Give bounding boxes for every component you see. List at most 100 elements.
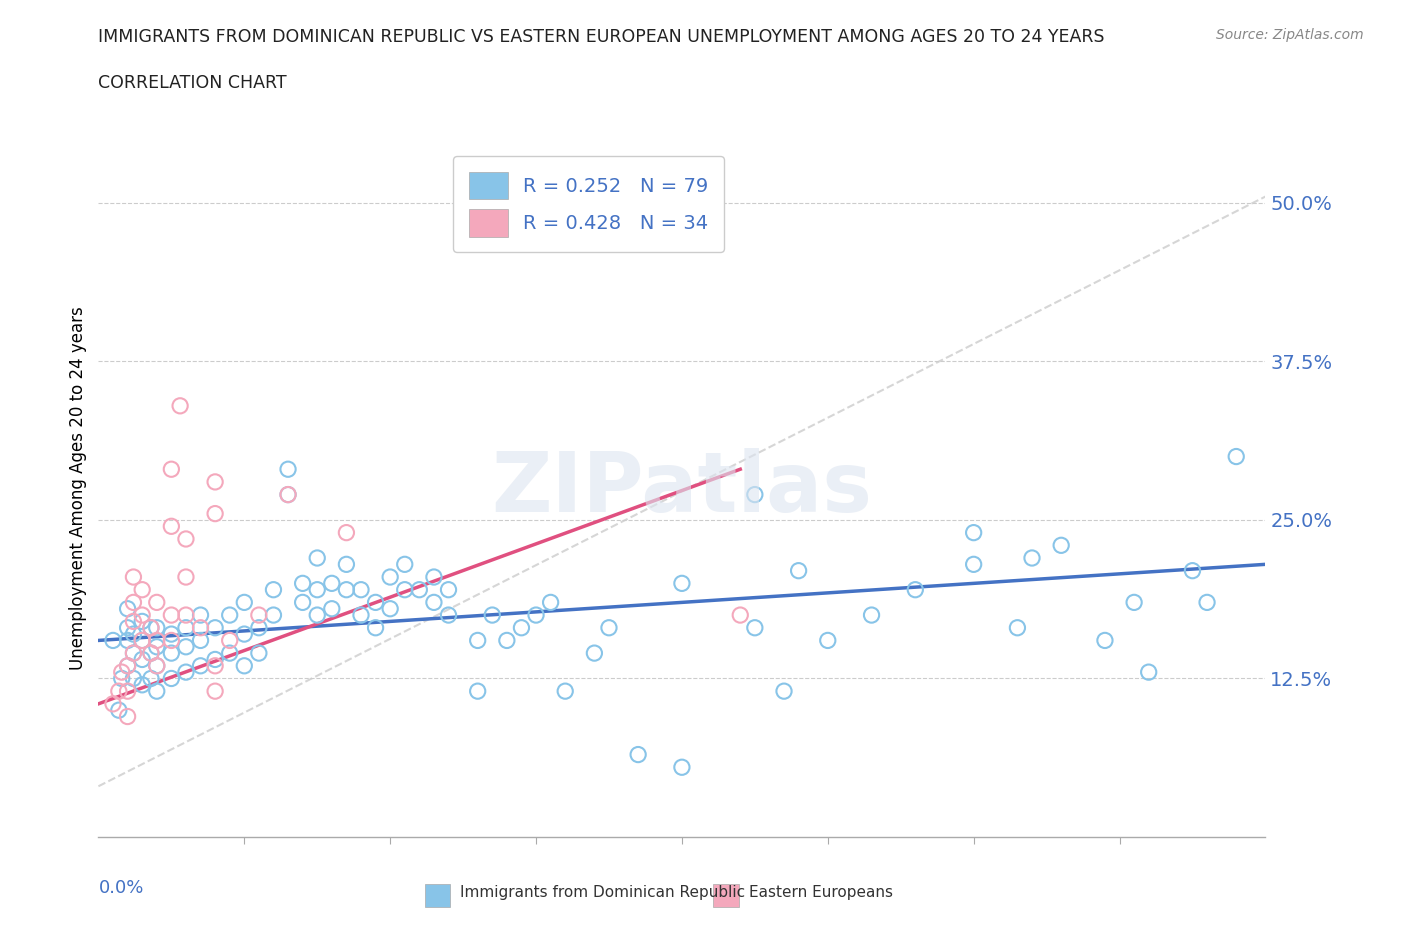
- Point: [904, 582, 927, 597]
- Point: [773, 684, 796, 698]
- Point: [122, 645, 145, 660]
- Point: [204, 474, 226, 489]
- Point: [122, 569, 145, 584]
- Legend: R = 0.252   N = 79, R = 0.428   N = 34: R = 0.252 N = 79, R = 0.428 N = 34: [453, 156, 724, 252]
- Point: [583, 645, 606, 660]
- Point: [131, 614, 153, 629]
- Point: [174, 532, 197, 547]
- Point: [1021, 551, 1043, 565]
- Point: [169, 398, 191, 413]
- Point: [139, 620, 162, 635]
- Point: [131, 652, 153, 667]
- Point: [277, 487, 299, 502]
- Point: [174, 607, 197, 622]
- Point: [101, 697, 124, 711]
- Point: [111, 671, 134, 686]
- Point: [190, 607, 212, 622]
- Point: [321, 576, 343, 591]
- Point: [262, 607, 284, 622]
- Point: [423, 595, 446, 610]
- Point: [233, 595, 256, 610]
- Point: [218, 645, 240, 660]
- Point: [423, 569, 446, 584]
- Point: [122, 627, 145, 642]
- Text: Source: ZipAtlas.com: Source: ZipAtlas.com: [1216, 28, 1364, 42]
- Point: [540, 595, 562, 610]
- Point: [671, 760, 693, 775]
- Point: [139, 645, 162, 660]
- Point: [817, 633, 839, 648]
- Point: [277, 487, 299, 502]
- Point: [101, 633, 124, 648]
- Point: [204, 620, 226, 635]
- Point: [524, 607, 547, 622]
- Point: [307, 607, 329, 622]
- Point: [307, 551, 329, 565]
- Point: [218, 607, 240, 622]
- Point: [467, 684, 489, 698]
- Point: [962, 525, 984, 540]
- Point: [108, 684, 131, 698]
- Point: [627, 747, 650, 762]
- Point: [174, 569, 197, 584]
- Point: [307, 582, 329, 597]
- Point: [554, 684, 576, 698]
- Text: 0.0%: 0.0%: [98, 879, 143, 897]
- Point: [394, 557, 416, 572]
- Point: [117, 620, 139, 635]
- Point: [380, 569, 402, 584]
- Point: [139, 620, 162, 635]
- Point: [481, 607, 503, 622]
- Text: Immigrants from Dominican Republic: Immigrants from Dominican Republic: [460, 885, 745, 900]
- Point: [218, 633, 240, 648]
- Point: [233, 627, 256, 642]
- Point: [131, 633, 153, 648]
- Point: [117, 658, 139, 673]
- Point: [146, 639, 169, 654]
- Point: [1094, 633, 1116, 648]
- Point: [598, 620, 620, 635]
- Point: [744, 487, 766, 502]
- Point: [174, 620, 197, 635]
- Point: [117, 709, 139, 724]
- Point: [122, 645, 145, 660]
- Point: [139, 671, 162, 686]
- Point: [1195, 595, 1218, 610]
- Text: Eastern Europeans: Eastern Europeans: [748, 885, 893, 900]
- Point: [174, 639, 197, 654]
- Point: [117, 633, 139, 648]
- Point: [190, 658, 212, 673]
- Point: [496, 633, 519, 648]
- Point: [160, 462, 183, 477]
- Point: [787, 564, 810, 578]
- Point: [394, 582, 416, 597]
- Text: IMMIGRANTS FROM DOMINICAN REPUBLIC VS EASTERN EUROPEAN UNEMPLOYMENT AMONG AGES 2: IMMIGRANTS FROM DOMINICAN REPUBLIC VS EA…: [98, 28, 1105, 46]
- Point: [160, 519, 183, 534]
- Point: [962, 557, 984, 572]
- Point: [437, 582, 460, 597]
- Point: [146, 633, 169, 648]
- Text: CORRELATION CHART: CORRELATION CHART: [98, 74, 287, 92]
- Point: [380, 602, 402, 617]
- Point: [277, 462, 299, 477]
- Point: [204, 506, 226, 521]
- Point: [146, 658, 169, 673]
- Text: ZIPatlas: ZIPatlas: [492, 447, 872, 529]
- Point: [1181, 564, 1204, 578]
- Point: [671, 576, 693, 591]
- Point: [335, 582, 357, 597]
- Point: [146, 620, 169, 635]
- Point: [131, 582, 153, 597]
- Point: [1225, 449, 1247, 464]
- Point: [146, 595, 169, 610]
- Point: [174, 665, 197, 680]
- Point: [122, 614, 145, 629]
- Point: [744, 620, 766, 635]
- Point: [291, 595, 314, 610]
- Point: [262, 582, 284, 597]
- Point: [860, 607, 883, 622]
- Point: [1123, 595, 1146, 610]
- Point: [190, 620, 212, 635]
- Point: [160, 645, 183, 660]
- Point: [111, 665, 134, 680]
